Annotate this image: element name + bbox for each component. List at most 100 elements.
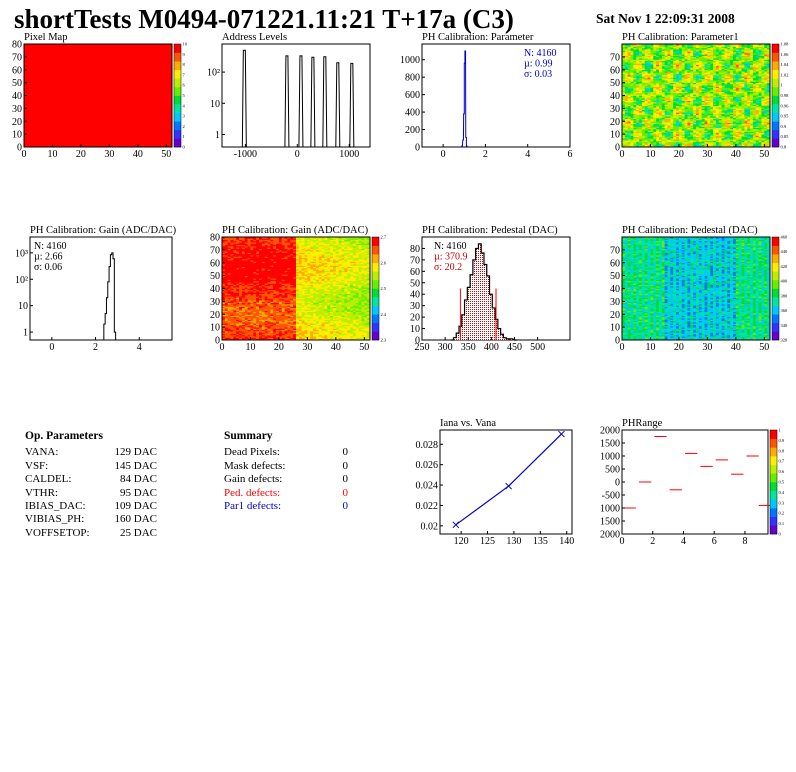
- parameter1-map-cell: [701, 121, 705, 123]
- parameter1-map-cell: [622, 137, 626, 140]
- parameter1-map-cell: [667, 74, 671, 77]
- parameter1-map-cell: [687, 83, 691, 86]
- parameter1-map-cell: [764, 55, 768, 58]
- parameter1-map-cell: [741, 77, 745, 80]
- stat-label: µ: 0.99: [524, 59, 553, 70]
- parameter1-map-cell: [721, 67, 725, 69]
- parameter1-map-cell: [676, 92, 680, 95]
- parameter1-map-cell: [661, 114, 666, 117]
- parameter1-map-cell: [633, 65, 637, 68]
- parameter1-map-cell: [764, 101, 768, 104]
- parameter1-map-cell: [650, 95, 654, 98]
- parameter1-map-cell: [693, 116, 697, 118]
- gain-map-cell: [230, 262, 234, 265]
- parameter1-map-cell: [704, 85, 708, 87]
- parameter1-map-cell: [641, 104, 646, 107]
- gain-map-cell: [236, 325, 240, 328]
- parameter1-map-cell: [681, 121, 685, 123]
- parameter1-map-cell: [656, 80, 660, 82]
- parameter1-map-cell: [644, 81, 648, 83]
- parameter1-map-cell: [721, 91, 725, 94]
- parameter1-map-cell: [730, 78, 734, 81]
- parameter1-map-cell: [633, 99, 637, 101]
- parameter1-map-cell: [622, 72, 626, 74]
- parameter1-map-cell: [639, 109, 643, 112]
- parameter1-map-cell: [681, 108, 685, 111]
- parameter1-map-cell: [639, 55, 643, 58]
- parameter1-map-cell: [730, 123, 734, 126]
- gain-map-cell: [239, 333, 243, 336]
- parameter1-map-cell: [647, 117, 651, 120]
- parameter1-map-cell: [744, 92, 748, 95]
- parameter1-map-cell: [636, 80, 640, 82]
- parameter1-map-cell: [661, 103, 666, 105]
- parameter1-map-cell: [673, 54, 677, 56]
- parameter1-map-cell: [696, 73, 700, 76]
- parameter1-map-cell: [627, 122, 631, 125]
- parameter1-map-cell: [633, 136, 637, 139]
- parameter1-map-cell: [727, 45, 731, 47]
- parameter1-map-cell: [696, 109, 700, 112]
- parameter1-map-cell: [752, 100, 757, 103]
- parameter1-map-cell: [710, 73, 714, 76]
- gain-map-cell: [233, 239, 237, 242]
- parameter1-map-cell: [701, 107, 705, 109]
- address-peak: [322, 56, 328, 148]
- gain-map-cell: [227, 316, 231, 319]
- parameter1-map-cell: [738, 105, 742, 108]
- parameter1-map-cell: [636, 135, 640, 138]
- parameter1-map-cell: [744, 118, 748, 121]
- parameter1-map-cell: [627, 91, 631, 94]
- parameter1-map-cell: [636, 92, 640, 95]
- parameter1-map-cell: [761, 139, 765, 141]
- gain-map-cell: [224, 287, 229, 289]
- parameter1-map-cell: [744, 117, 748, 120]
- parameter1-map-cell: [624, 94, 629, 96]
- parameter1-map-cell: [678, 128, 683, 131]
- parameter1-map-cell: [644, 94, 648, 96]
- parameter1-map-cell: [738, 131, 742, 134]
- parameter1-map-cell: [724, 54, 728, 56]
- parameter1-map-cell: [704, 130, 708, 132]
- gain-map-cell: [227, 324, 231, 327]
- gain-map-cell: [239, 271, 243, 274]
- parameter1-map-cell: [630, 80, 634, 82]
- parameter1-map-cell: [733, 60, 737, 63]
- parameter1-map-cell: [690, 141, 694, 144]
- parameter1-map-cell: [622, 140, 626, 143]
- parameter1-map-cell: [727, 74, 731, 77]
- parameter1-map-cell: [764, 126, 768, 129]
- parameter1-map-cell: [718, 119, 722, 122]
- gain-map-cell: [233, 279, 237, 282]
- parameter1-map-cell: [761, 60, 765, 63]
- parameter1-map-cell: [758, 65, 762, 68]
- parameter1-map-cell: [678, 85, 683, 87]
- parameter1-map-cell: [627, 63, 631, 65]
- parameter1-map-cell: [647, 50, 651, 53]
- parameter1-map-cell: [650, 56, 654, 59]
- parameter1-map-cell: [630, 110, 634, 113]
- parameter1-map-cell: [710, 51, 714, 54]
- parameter1-map-cell: [721, 89, 725, 91]
- parameter1-map-cell: [744, 112, 748, 114]
- parameter1-map-cell: [738, 85, 742, 87]
- y-tick-label: 10²: [207, 68, 220, 79]
- parameter1-map-cell: [667, 45, 671, 47]
- x-tick-label: 6: [568, 149, 573, 160]
- parameter1-map-cell: [659, 58, 663, 60]
- parameter1-map-cell: [755, 132, 759, 135]
- parameter1-map-cell: [644, 140, 648, 143]
- gain-map-cell: [233, 302, 237, 305]
- parameter1-map-cell: [715, 141, 720, 144]
- parameter1-map-cell: [653, 136, 657, 139]
- parameter1-map-cell: [641, 51, 646, 54]
- parameter1-map-cell: [661, 113, 666, 116]
- parameter1-map-cell: [755, 95, 759, 98]
- parameter1-map-cell: [767, 83, 771, 86]
- parameter1-map-cell: [764, 134, 768, 136]
- gain-map-cell: [233, 261, 237, 264]
- parameter1-map-cell: [627, 125, 631, 127]
- parameter1-map-cell: [664, 117, 668, 120]
- gain-map-cell: [222, 320, 226, 323]
- gain-map-cell: [233, 297, 237, 300]
